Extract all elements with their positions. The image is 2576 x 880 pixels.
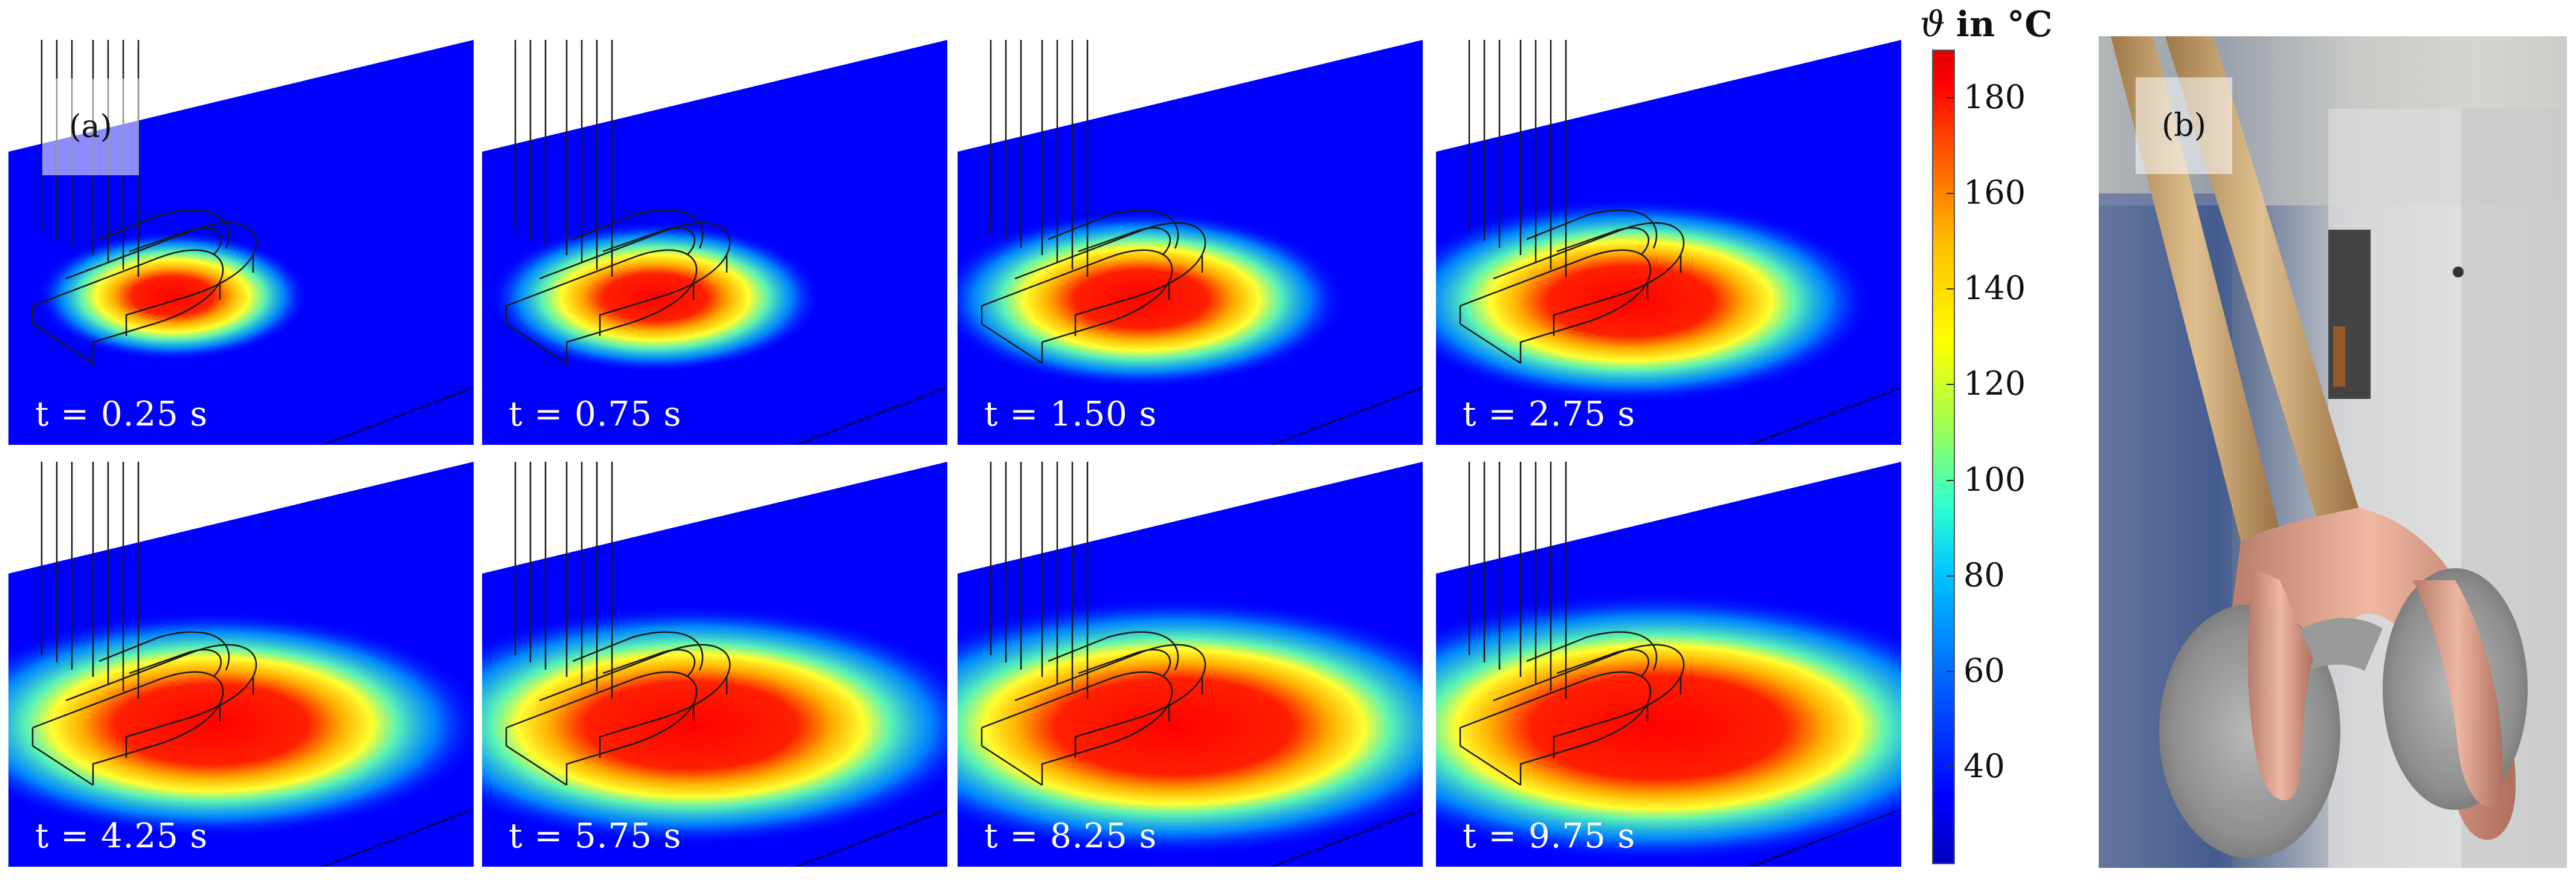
- temperature-field: [958, 462, 1423, 867]
- simulation-panel: t = 2.75 s: [1436, 40, 1901, 445]
- time-label: t = 8.25 s: [984, 817, 1158, 856]
- time-label: t = 5.75 s: [509, 817, 682, 856]
- colorbar-tick-mark: [1946, 288, 1954, 290]
- temperature-field: [482, 40, 947, 445]
- time-label: t = 0.75 s: [509, 395, 682, 434]
- colorbar-tick-label: 40: [1963, 746, 2005, 785]
- time-label: t = 2.75 s: [1463, 395, 1636, 434]
- temperature-colorbar: [1932, 50, 1955, 864]
- time-label: t = 4.25 s: [35, 817, 208, 856]
- colorbar-tick-mark: [1946, 384, 1954, 386]
- simulation-panel: t = 1.50 s: [958, 40, 1423, 445]
- colorbar-tick-label: 180: [1963, 78, 2026, 117]
- colorbar-tick-mark: [1946, 670, 1954, 672]
- temperature-field: [8, 462, 474, 867]
- colorbar-tick-label: 80: [1963, 555, 2005, 594]
- temperature-field: [958, 40, 1423, 445]
- temperature-field: [1436, 40, 1901, 445]
- simulation-panel: t = 0.75 s: [482, 40, 947, 445]
- time-label: t = 9.75 s: [1463, 817, 1636, 856]
- colorbar-tick-label: 60: [1963, 651, 2005, 690]
- colorbar-symbol: ϑ: [1920, 4, 1945, 45]
- simulation-panel: t = 8.25 s: [958, 462, 1423, 867]
- colorbar-tick-mark: [1946, 479, 1954, 481]
- temperature-field: [482, 462, 947, 867]
- colorbar-tick-mark: [1946, 766, 1954, 768]
- panel-a-label: (a): [42, 79, 139, 175]
- simulation-panel: t = 4.25 s: [8, 462, 474, 867]
- time-label: t = 1.50 s: [984, 395, 1158, 434]
- simulation-panel: t = 9.75 s: [1436, 462, 1901, 867]
- colorbar-tick-mark: [1946, 97, 1954, 99]
- time-label: t = 0.25 s: [35, 395, 208, 434]
- temperature-field: [1436, 462, 1901, 867]
- simulation-panel: t = 5.75 s: [482, 462, 947, 867]
- colorbar-unit: in °C: [1956, 4, 2053, 45]
- colorbar-tick-mark: [1946, 575, 1954, 577]
- colorbar-tick-mark: [1946, 193, 1954, 195]
- colorbar-tick-label: 140: [1963, 269, 2026, 308]
- colorbar-tick-label: 160: [1963, 173, 2026, 212]
- panel-b-label: (b): [2136, 77, 2232, 174]
- inductor-photo: [2099, 36, 2567, 868]
- inductor-photo-image: [2099, 36, 2567, 868]
- colorbar-tick-label: 100: [1963, 460, 2026, 499]
- colorbar-tick-label: 120: [1963, 364, 2026, 403]
- colorbar-title: ϑ in °C: [1920, 4, 2052, 45]
